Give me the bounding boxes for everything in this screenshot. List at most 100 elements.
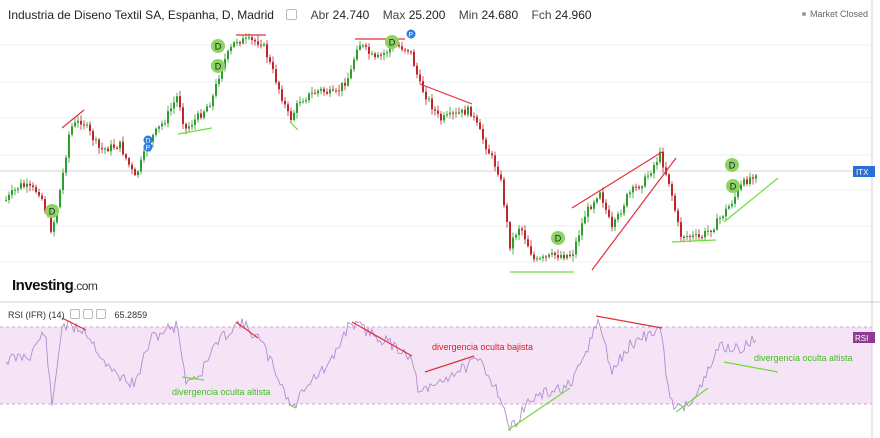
- trend-line[interactable]: [181, 376, 205, 381]
- trend-line[interactable]: [419, 83, 473, 105]
- candle-body: [23, 183, 25, 187]
- event-marker[interactable]: [406, 29, 416, 39]
- candle-body: [428, 98, 430, 100]
- candle-body: [5, 199, 7, 201]
- trend-line[interactable]: [235, 321, 259, 339]
- candle-body: [674, 195, 676, 211]
- visibility-icon[interactable]: [70, 309, 81, 319]
- market-status: Market Closed: [801, 9, 868, 19]
- candle-body: [506, 205, 508, 222]
- candle-body: [26, 183, 28, 187]
- candle-body: [578, 235, 580, 242]
- candle-body: [725, 208, 727, 217]
- candle-body: [515, 235, 517, 238]
- candle-body: [275, 69, 277, 83]
- trend-line[interactable]: [61, 317, 87, 331]
- candle-body: [695, 234, 697, 236]
- candle-body: [11, 190, 13, 195]
- rsi-line: [5, 318, 757, 431]
- candle-body: [719, 218, 721, 220]
- candle-body: [488, 149, 490, 154]
- candle-body: [206, 106, 208, 112]
- candle-body: [71, 126, 73, 135]
- candle-body: [497, 166, 499, 175]
- candle-body: [545, 256, 547, 258]
- candle-body: [518, 228, 520, 236]
- candle-body: [494, 155, 496, 167]
- candle-body: [182, 107, 184, 124]
- trend-line[interactable]: [595, 315, 663, 329]
- price-tag: ITX: [856, 168, 869, 177]
- candle-body: [431, 98, 433, 110]
- candle-body: [668, 174, 670, 185]
- candle-body: [563, 255, 565, 259]
- trend-line[interactable]: [723, 177, 779, 223]
- trend-line[interactable]: [351, 321, 413, 357]
- trend-line[interactable]: [177, 127, 213, 135]
- dividend-marker[interactable]: [211, 59, 225, 73]
- dividend-marker[interactable]: [45, 204, 59, 218]
- candle-body: [680, 222, 682, 237]
- candle-body: [608, 209, 610, 217]
- candle-body: [101, 147, 103, 150]
- candle-body: [692, 235, 694, 238]
- candle-body: [605, 202, 607, 210]
- candle-body: [740, 184, 742, 190]
- candle-body: [368, 46, 370, 54]
- candle-body: [272, 61, 274, 70]
- symbol-title[interactable]: Industria de Diseno Textil SA, Espanha, …: [8, 8, 274, 22]
- candle-body: [155, 128, 157, 135]
- trend-line[interactable]: [591, 157, 677, 271]
- open-label: Abr: [310, 8, 330, 22]
- candle-body: [131, 164, 133, 170]
- event-marker[interactable]: [143, 142, 153, 152]
- dividend-marker[interactable]: [551, 231, 565, 245]
- candle-body: [266, 44, 268, 58]
- candle-body: [110, 144, 112, 152]
- dividend-marker[interactable]: [725, 158, 739, 172]
- candle-body: [587, 206, 589, 217]
- trend-line[interactable]: [507, 387, 571, 431]
- trend-line[interactable]: [424, 355, 475, 373]
- rsi-title[interactable]: RSI (IFR) (14): [8, 310, 65, 320]
- candle-body: [107, 148, 109, 152]
- candle-body: [257, 41, 259, 45]
- candle-body: [482, 128, 484, 140]
- candle-body: [347, 78, 349, 86]
- candle-body: [650, 173, 652, 176]
- candle-body: [425, 91, 427, 100]
- candle-body: [701, 237, 703, 239]
- event-marker[interactable]: [143, 135, 153, 145]
- candle-body: [716, 218, 718, 230]
- candle-body: [209, 106, 211, 108]
- candle-body: [215, 83, 217, 96]
- trend-line[interactable]: [723, 361, 779, 373]
- candle-body: [74, 122, 76, 127]
- trend-line[interactable]: [61, 109, 85, 129]
- settings-icon[interactable]: [286, 9, 298, 20]
- candle-body: [179, 96, 181, 108]
- trend-line[interactable]: [571, 151, 663, 209]
- dividend-marker[interactable]: [726, 179, 740, 193]
- candle-body: [167, 111, 169, 124]
- candle-body: [68, 134, 70, 158]
- trend-line[interactable]: [289, 121, 299, 131]
- candle-body: [485, 139, 487, 150]
- dividend-marker[interactable]: [385, 35, 399, 49]
- candle-body: [440, 113, 442, 121]
- candle-body: [548, 254, 550, 257]
- candle-body: [521, 228, 523, 231]
- candle-body: [326, 91, 328, 94]
- close-icon[interactable]: [96, 309, 107, 319]
- candle-body: [722, 216, 724, 219]
- candle-body: [212, 95, 214, 107]
- candle-body: [302, 101, 304, 103]
- trend-line[interactable]: [288, 404, 297, 409]
- candle-body: [461, 109, 463, 113]
- trend-line[interactable]: [675, 387, 709, 413]
- trend-line[interactable]: [671, 239, 717, 243]
- candle-body: [707, 230, 709, 232]
- settings-icon[interactable]: [83, 309, 94, 319]
- dividend-marker[interactable]: [211, 39, 225, 53]
